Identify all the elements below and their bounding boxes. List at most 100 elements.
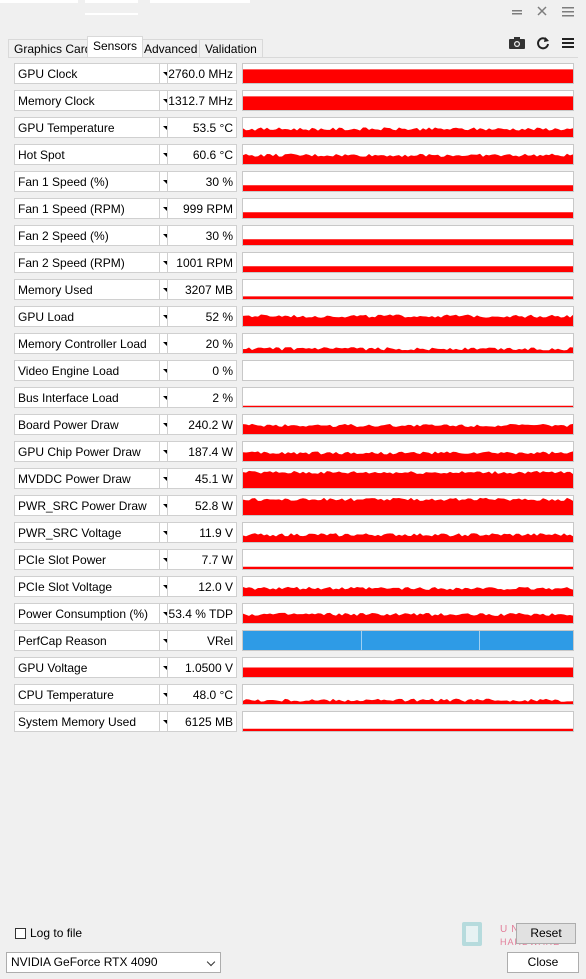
log-to-file-checkbox[interactable]: Log to file [15, 926, 82, 940]
close-icon[interactable] [535, 4, 549, 18]
sensor-graph-area [243, 667, 573, 677]
perfcap-divider [479, 631, 480, 650]
sensor-name[interactable]: PWR_SRC Voltage [14, 522, 160, 543]
sensor-name[interactable]: CPU Temperature [14, 684, 160, 705]
sensor-value: 187.4 W [167, 441, 237, 462]
menu-icon[interactable] [561, 4, 575, 18]
title-bar-strip [85, 13, 138, 15]
sensor-name[interactable]: PWR_SRC Power Draw [14, 495, 160, 516]
sensor-value: 48.0 °C [167, 684, 237, 705]
sensor-value: 999 RPM [167, 198, 237, 219]
sensor-value: 12.0 V [167, 576, 237, 597]
sensor-value: 53.4 % TDP [167, 603, 237, 624]
sensor-name[interactable]: GPU Load [14, 306, 160, 327]
sensor-value: 52.8 W [167, 495, 237, 516]
sensor-graph-area [243, 586, 573, 596]
sensor-graph [242, 684, 574, 705]
sensor-name[interactable]: Bus Interface Load [14, 387, 160, 408]
perfcap-fill [243, 631, 573, 650]
sensor-name[interactable]: Memory Controller Load [14, 333, 160, 354]
sensor-name[interactable]: Fan 1 Speed (RPM) [14, 198, 160, 219]
sensor-graph [242, 144, 574, 165]
sensor-graph [242, 630, 574, 651]
tab-validation[interactable]: Validation [199, 39, 263, 57]
sensor-graph [242, 63, 574, 84]
sensor-name[interactable]: System Memory Used [14, 711, 160, 732]
sensor-name[interactable]: Memory Clock [14, 90, 160, 111]
sensor-name[interactable]: GPU Temperature [14, 117, 160, 138]
sensor-value: 60.6 °C [167, 144, 237, 165]
sensor-graph-area [243, 533, 573, 542]
log-to-file-label: Log to file [30, 926, 83, 940]
sensor-graph [242, 225, 574, 246]
sensor-name[interactable]: Fan 2 Speed (%) [14, 225, 160, 246]
sensor-graph [242, 279, 574, 300]
sensor-graph [242, 603, 574, 624]
sensor-graph [242, 711, 574, 732]
sensor-name[interactable]: Board Power Draw [14, 414, 160, 435]
sensor-graph-area [243, 497, 573, 515]
sensor-graph [242, 522, 574, 543]
tab-sensors[interactable]: Sensors [87, 36, 144, 57]
sensor-value: 0 % [167, 360, 237, 381]
tab-advanced[interactable]: Advanced [138, 39, 204, 57]
sensor-graph-area [243, 212, 573, 218]
sensor-name[interactable]: PCIe Slot Power [14, 549, 160, 570]
sensor-graph [242, 387, 574, 408]
sensor-graph-area [243, 423, 573, 434]
sensor-value: 1.0500 V [167, 657, 237, 678]
sensor-graph [242, 549, 574, 570]
sensor-value: 53.5 °C [167, 117, 237, 138]
sensor-graph-area [243, 451, 573, 461]
sensor-value: 2 % [167, 387, 237, 408]
sensor-graph-area [243, 698, 573, 704]
sensor-name[interactable]: PCIe Slot Voltage [14, 576, 160, 597]
sensor-graph-area [243, 728, 573, 731]
sensor-graph [242, 576, 574, 597]
sensor-graph-area [243, 239, 573, 245]
sensor-graph [242, 306, 574, 327]
sensor-graph [242, 198, 574, 219]
checkbox-box[interactable] [15, 927, 26, 939]
sensor-graph [242, 414, 574, 435]
close-button[interactable]: Close [507, 952, 579, 973]
sensor-name[interactable]: Hot Spot [14, 144, 160, 165]
refresh-icon[interactable] [533, 34, 553, 52]
sensor-name[interactable]: MVDDC Power Draw [14, 468, 160, 489]
sensor-graph-area [243, 69, 573, 83]
sensor-graph [242, 90, 574, 111]
sensor-value: 240.2 W [167, 414, 237, 435]
minimize-icon[interactable] [510, 4, 524, 18]
sensor-name[interactable]: GPU Chip Power Draw [14, 441, 160, 462]
sensor-graph-area [243, 127, 573, 137]
gpu-select[interactable]: NVIDIA GeForce RTX 4090 [6, 952, 221, 973]
reset-button[interactable]: Reset [516, 923, 576, 944]
hamburger-menu-icon[interactable] [558, 34, 578, 52]
sensor-value: 30 % [167, 225, 237, 246]
sensor-name[interactable]: Power Consumption (%) [14, 603, 160, 624]
sensor-graph [242, 360, 574, 381]
sensor-value: 7.7 W [167, 549, 237, 570]
title-bar-strip [85, 0, 138, 3]
sensor-name[interactable]: Video Engine Load [14, 360, 160, 381]
sensor-name[interactable]: GPU Voltage [14, 657, 160, 678]
sensor-graph-area [243, 470, 573, 488]
sensor-graph-area [243, 296, 573, 299]
sensor-value: 20 % [167, 333, 237, 354]
sensor-graph [242, 495, 574, 516]
sensor-value: VRel [167, 630, 237, 651]
tab-divider [8, 57, 578, 58]
sensor-name[interactable]: Fan 2 Speed (RPM) [14, 252, 160, 273]
sensor-graph [242, 117, 574, 138]
sensor-graph [242, 171, 574, 192]
sensor-name[interactable]: Memory Used [14, 279, 160, 300]
sensor-name[interactable]: Fan 1 Speed (%) [14, 171, 160, 192]
sensor-value: 52 % [167, 306, 237, 327]
camera-icon[interactable] [507, 34, 527, 52]
sensor-value: 1312.7 MHz [167, 90, 237, 111]
sensor-name[interactable]: GPU Clock [14, 63, 160, 84]
tab-graphics-card[interactable]: Graphics Card [8, 39, 98, 57]
sensor-name[interactable]: PerfCap Reason [14, 630, 160, 651]
sensor-value: 1001 RPM [167, 252, 237, 273]
sensor-graph-area [243, 96, 573, 110]
